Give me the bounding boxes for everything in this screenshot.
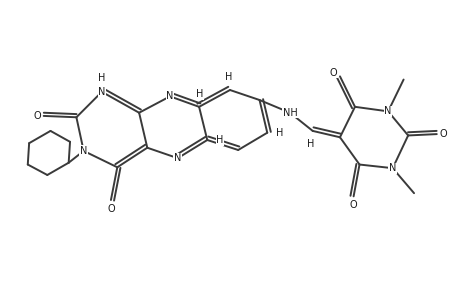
- Text: O: O: [349, 200, 357, 210]
- Text: N: N: [80, 146, 87, 156]
- Text: N: N: [166, 92, 174, 101]
- Text: H: H: [306, 139, 313, 148]
- Text: H: H: [225, 72, 232, 82]
- Text: H: H: [216, 135, 223, 145]
- Text: N: N: [98, 87, 105, 97]
- Text: NH: NH: [282, 108, 297, 118]
- Text: O: O: [107, 204, 114, 214]
- Text: O: O: [438, 129, 446, 139]
- Text: H: H: [276, 128, 283, 138]
- Text: H: H: [196, 89, 203, 99]
- Text: H: H: [98, 73, 105, 83]
- Text: O: O: [329, 68, 337, 78]
- Text: O: O: [34, 111, 41, 121]
- Text: N: N: [174, 153, 181, 163]
- Text: N: N: [384, 106, 391, 116]
- Text: N: N: [388, 163, 396, 173]
